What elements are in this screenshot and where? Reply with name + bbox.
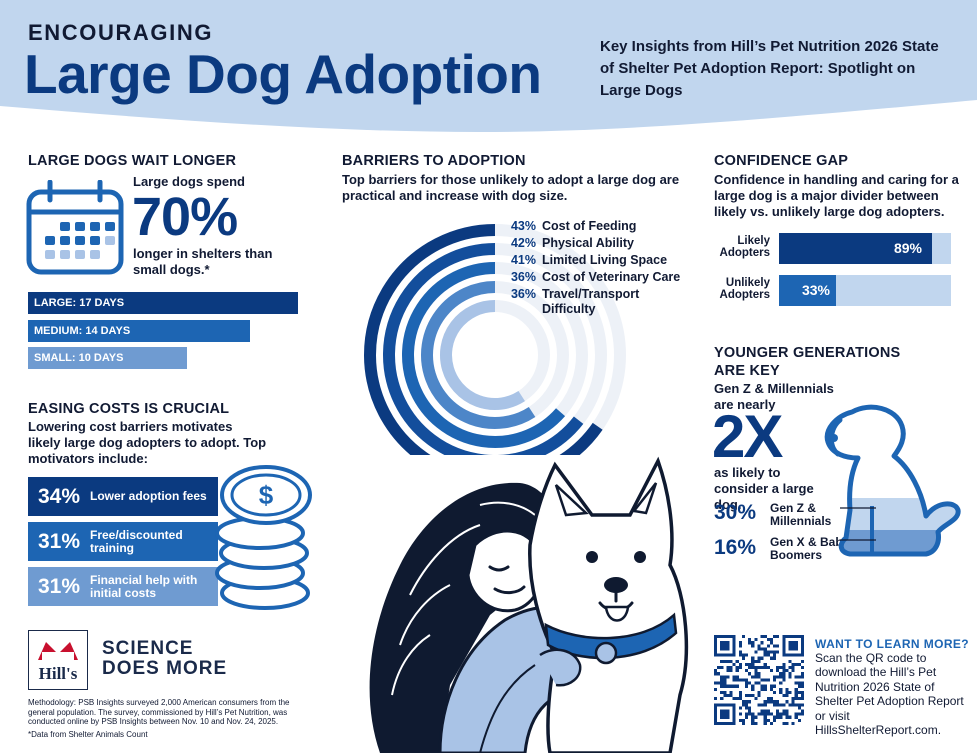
hills-logo: Hill's	[28, 630, 88, 690]
gen-stat-1-pct: 30%	[714, 501, 757, 524]
confidence-bar-fill: 33%	[779, 275, 836, 306]
svg-text:$: $	[259, 480, 274, 510]
sitting-dog-icon	[824, 404, 961, 557]
wait-longer-heading: LARGE DOGS WAIT LONGER	[28, 153, 237, 169]
header-kicker: ENCOURAGING	[28, 20, 214, 45]
barrier-pct: 42%	[510, 236, 536, 250]
motivator-pct: 31%	[38, 574, 81, 598]
confidence-row-label: Unlikely Adopters	[719, 277, 770, 302]
confidence-text: Confidence in handling and caring for a …	[714, 172, 959, 219]
gen-stat-1-label: Gen Z & Millennials	[770, 501, 832, 529]
barrier-label: Cost of Feeding	[542, 219, 637, 233]
motivator-label: Lower adoption fees	[90, 489, 207, 504]
barrier-label: Limited Living Space	[542, 253, 668, 267]
barriers-heading: BARRIERS TO ADOPTION	[342, 153, 526, 169]
wait-bar-0: LARGE: 17 DAYS	[28, 292, 298, 314]
younger-heading: YOUNGER GENERATIONS ARE KEY	[714, 345, 901, 380]
barrier-pct: 36%	[510, 287, 536, 301]
younger-pre: Gen Z & Millennials are nearly	[714, 381, 834, 412]
barrier-arc-1	[383, 243, 584, 455]
gen-stat-2-label: Gen X & Baby Boomers	[770, 535, 850, 563]
woman-hugging-dog-illustration	[369, 456, 689, 753]
motivator-row: 31% Financial help with initial costs	[28, 567, 218, 606]
wait-bar-1: MEDIUM: 14 DAYS	[28, 320, 250, 342]
wait-bar-2: SMALL: 10 DAYS	[28, 347, 187, 369]
barrier-arc-2	[402, 262, 566, 448]
motivator-pct: 34%	[38, 484, 81, 508]
easing-text: Lowering cost barriers motivates likely …	[28, 419, 267, 466]
wait-longer-post: longer in shelters than small dogs.*	[133, 246, 273, 277]
gen-leader-lines	[840, 507, 876, 541]
barrier-label: Cost of Veterinary Care	[542, 270, 681, 284]
svg-text:Hill's: Hill's	[39, 664, 78, 683]
motivator-row: 31% Free/discounted training	[28, 522, 218, 561]
barriers-radial-chart	[364, 224, 626, 455]
wait-longer-big-number: 70%	[132, 187, 238, 247]
wait-longer-pre: Large dogs spend	[133, 174, 245, 189]
barrier-arc-3	[421, 281, 536, 429]
barrier-legend-item: 36% Cost of Veterinary Care	[506, 270, 680, 285]
tagline-line-2: DOES MORE	[102, 658, 228, 679]
confidence-heading: CONFIDENCE GAP	[714, 153, 849, 169]
barrier-pct: 43%	[510, 219, 536, 233]
younger-post: as likely to consider a large dog.	[714, 465, 814, 512]
barrier-arc-0	[364, 224, 603, 455]
header-background	[0, 0, 977, 132]
data-source-note: *Data from Shelter Animals Count	[28, 730, 148, 739]
methodology-note: Methodology: PSB Insights surveyed 2,000…	[28, 698, 290, 727]
page-title: Large Dog Adoption	[24, 43, 542, 105]
confidence-bar-fill: 89%	[779, 233, 932, 264]
barrier-label: Physical Ability	[542, 236, 634, 250]
barrier-label: Travel/Transport Difficulty	[542, 287, 640, 316]
younger-big-number: 2X	[712, 403, 783, 470]
motivator-row: 34% Lower adoption fees	[28, 477, 218, 516]
qr-code[interactable]	[714, 635, 804, 725]
calendar-icon	[26, 180, 124, 275]
header-subtitle: Key Insights from Hill’s Pet Nutrition 2…	[600, 38, 939, 99]
barrier-legend-item: 43% Cost of Feeding	[506, 219, 636, 234]
confidence-row-label: Likely Adopters	[719, 235, 770, 260]
learn-more-heading: WANT TO LEARN MORE?	[815, 637, 970, 651]
learn-more-text[interactable]: Scan the QR code to download the Hill’s …	[815, 651, 964, 737]
barrier-legend-item: 41% Limited Living Space	[506, 253, 667, 268]
gen-stat-2-pct: 16%	[714, 536, 757, 559]
coin-stack-icon: $	[215, 465, 312, 610]
barriers-text: Top barriers for those unlikely to adopt…	[342, 172, 680, 203]
barrier-pct: 36%	[510, 270, 536, 284]
barrier-pct: 41%	[510, 253, 536, 267]
barrier-arc-4	[440, 300, 525, 410]
easing-heading: EASING COSTS IS CRUCIAL	[28, 401, 230, 417]
barrier-legend-item: 42% Physical Ability	[506, 236, 634, 251]
tagline-line-1: SCIENCE	[102, 638, 194, 659]
motivator-label: Free/discounted training	[90, 527, 183, 555]
motivator-label: Financial help with initial costs	[90, 572, 198, 600]
barrier-legend-item: 36% Travel/Transport Difficulty	[506, 287, 652, 317]
motivator-pct: 31%	[38, 529, 81, 553]
